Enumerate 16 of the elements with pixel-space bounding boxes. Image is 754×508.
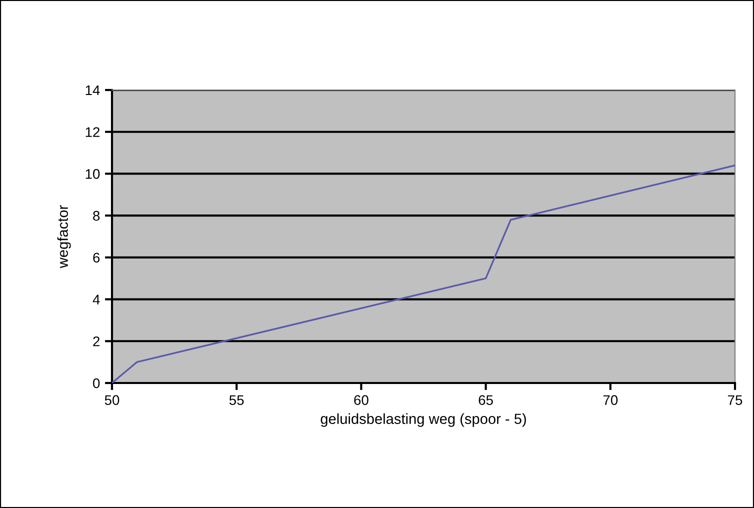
x-tick-label: 65 [478, 395, 493, 406]
x-tick-label: 55 [229, 395, 244, 406]
y-tick-label: 8 [93, 210, 100, 221]
x-tick-label: 50 [104, 395, 120, 406]
y-tick-label: 12 [86, 127, 100, 137]
x-tick-label: 70 [603, 395, 618, 406]
y-tick-label: 4 [92, 294, 100, 304]
x-tick-label: 60 [354, 395, 368, 406]
y-tick-label: 14 [86, 85, 100, 96]
y-tick-label: 10 [86, 169, 100, 179]
y-tick-label: 6 [93, 252, 100, 263]
y-tick-label: 2 [93, 336, 100, 346]
y-axis-title: wegfactor [57, 205, 71, 268]
x-axis-title: geluidsbelasting weg (spoor - 5) [320, 413, 526, 427]
x-tick-label: 75 [728, 395, 742, 406]
y-tick-label: 0 [93, 378, 100, 388]
